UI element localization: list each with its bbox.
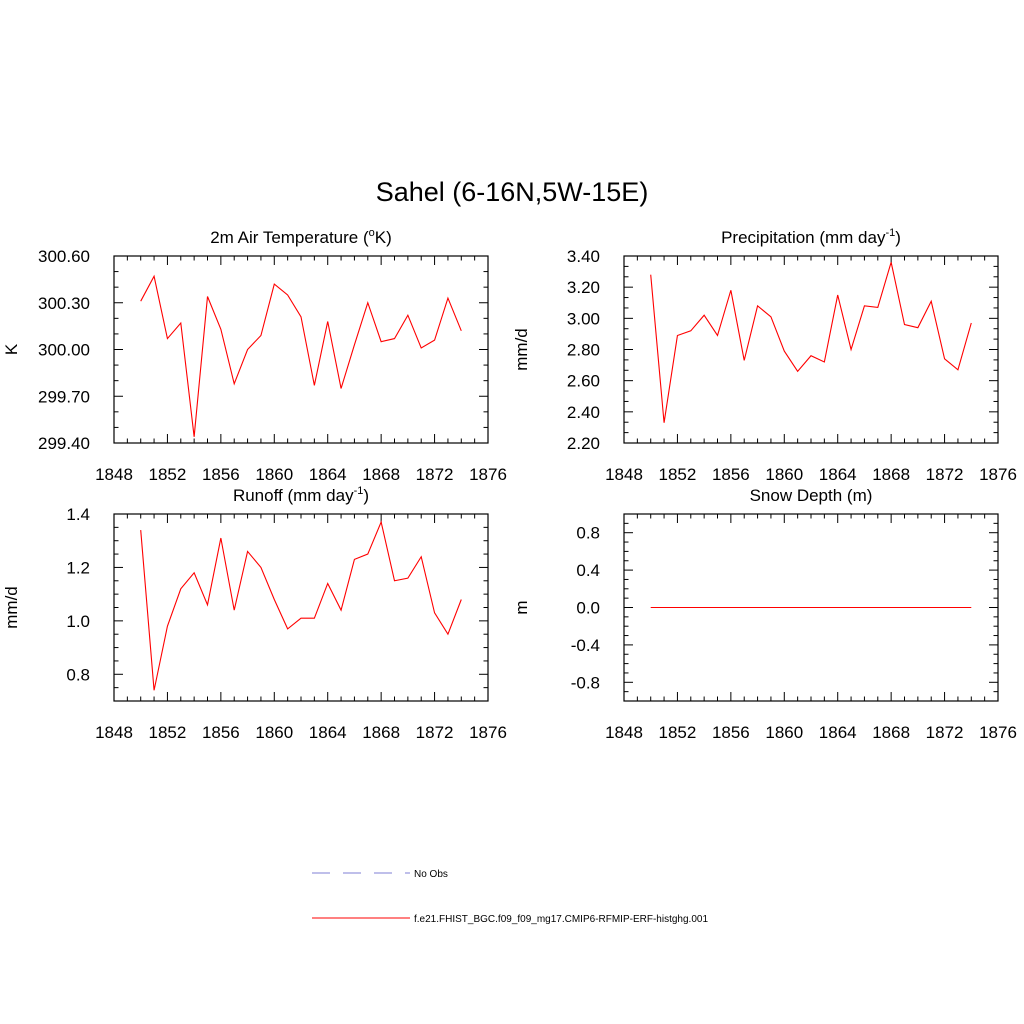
plot-frame bbox=[623, 513, 999, 702]
y-axis-label: mm/d bbox=[2, 586, 21, 629]
y-tick-label: 2.60 bbox=[567, 372, 600, 391]
y-tick-label: 3.20 bbox=[567, 278, 600, 297]
x-tick-label: 1876 bbox=[469, 465, 507, 484]
x-tick-label: 1860 bbox=[255, 723, 293, 742]
legend-obs-label: No Obs bbox=[414, 869, 448, 880]
x-tick-label: 1860 bbox=[765, 723, 803, 742]
y-tick-label: 3.40 bbox=[567, 247, 600, 266]
y-tick-label: 300.00 bbox=[38, 341, 90, 360]
y-axis-label: K bbox=[2, 343, 21, 355]
x-tick-label: 1868 bbox=[362, 465, 400, 484]
plot-frame bbox=[113, 513, 489, 702]
x-tick-label: 1864 bbox=[819, 723, 857, 742]
plot-frame bbox=[623, 255, 999, 444]
x-tick-label: 1872 bbox=[926, 465, 964, 484]
y-tick-label: 2.20 bbox=[567, 434, 600, 453]
y-axis-label: mm/d bbox=[512, 328, 531, 371]
y-tick-label: 0.4 bbox=[576, 561, 600, 580]
y-tick-label: 1.0 bbox=[66, 612, 90, 631]
legend: No Obs f.e21.FHIST_BGC.f09_f09_mg17.CMIP… bbox=[312, 869, 708, 925]
y-tick-label: 1.4 bbox=[66, 505, 90, 524]
panel-title: Snow Depth (m) bbox=[750, 486, 873, 505]
x-tick-label: 1868 bbox=[872, 723, 910, 742]
x-tick-label: 1864 bbox=[819, 465, 857, 484]
x-tick-label: 1848 bbox=[605, 723, 643, 742]
panel-title: Runoff (mm day-1) bbox=[233, 485, 369, 505]
x-tick-label: 1848 bbox=[605, 465, 643, 484]
x-tick-label: 1864 bbox=[309, 465, 347, 484]
x-tick-label: 1876 bbox=[469, 723, 507, 742]
panel-title: Precipitation (mm day-1) bbox=[721, 227, 901, 247]
x-tick-label: 1876 bbox=[979, 465, 1017, 484]
x-tick-label: 1864 bbox=[309, 723, 347, 742]
x-tick-label: 1848 bbox=[95, 465, 133, 484]
x-tick-label: 1860 bbox=[765, 465, 803, 484]
panel-title: 2m Air Temperature (oK) bbox=[210, 227, 392, 247]
x-tick-label: 1868 bbox=[362, 723, 400, 742]
x-tick-label: 1876 bbox=[979, 723, 1017, 742]
y-tick-label: 299.70 bbox=[38, 387, 90, 406]
figure-title: Sahel (6-16N,5W-15E) bbox=[376, 177, 649, 207]
panel-snow: Snow Depth (m) m 1848 1852 1856 1860 1864 1868 1… bbox=[512, 486, 1017, 742]
x-tick-label: 1848 bbox=[95, 723, 133, 742]
y-tick-label: 2.40 bbox=[567, 403, 600, 422]
y-tick-label: 3.00 bbox=[567, 309, 600, 328]
y-tick-label: 300.30 bbox=[38, 294, 90, 313]
x-tick-label: 1852 bbox=[659, 465, 697, 484]
panel-t2m: 2m Air Temperature (oK) K 1848 1852 1856 1860… bbox=[2, 227, 507, 484]
legend-model-label: f.e21.FHIST_BGC.f09_f09_mg17.CMIP6-RFMIP… bbox=[414, 914, 708, 925]
y-tick-label: 300.60 bbox=[38, 247, 90, 266]
y-tick-label: -0.8 bbox=[571, 673, 600, 692]
panel-precip: Precipitation (mm day-1) mm/d 1848 1852 1856… bbox=[512, 227, 1017, 484]
y-axis-label: m bbox=[512, 600, 531, 614]
y-tick-label: 0.8 bbox=[66, 665, 90, 684]
x-tick-label: 1856 bbox=[202, 723, 240, 742]
x-tick-label: 1852 bbox=[149, 723, 187, 742]
y-tick-label: -0.4 bbox=[571, 636, 600, 655]
y-tick-label: 299.40 bbox=[38, 434, 90, 453]
y-tick-label: 0.0 bbox=[576, 599, 600, 618]
x-tick-label: 1856 bbox=[202, 465, 240, 484]
series-line bbox=[140, 274, 462, 437]
series-line bbox=[650, 262, 972, 423]
plot-frame bbox=[113, 255, 489, 444]
y-tick-label: 2.80 bbox=[567, 341, 600, 360]
x-tick-label: 1860 bbox=[255, 465, 293, 484]
x-tick-label: 1868 bbox=[872, 465, 910, 484]
y-tick-label: 1.2 bbox=[66, 558, 90, 577]
panel-runoff: Runoff (mm day-1) mm/d 1848 1852 1856 1860 186… bbox=[2, 485, 507, 742]
x-tick-label: 1872 bbox=[926, 723, 964, 742]
x-tick-label: 1872 bbox=[416, 723, 454, 742]
series-line bbox=[140, 520, 462, 691]
x-tick-label: 1872 bbox=[416, 465, 454, 484]
x-tick-label: 1852 bbox=[659, 723, 697, 742]
x-tick-label: 1856 bbox=[712, 465, 750, 484]
x-tick-label: 1852 bbox=[149, 465, 187, 484]
y-tick-label: 0.8 bbox=[576, 524, 600, 543]
x-tick-label: 1856 bbox=[712, 723, 750, 742]
